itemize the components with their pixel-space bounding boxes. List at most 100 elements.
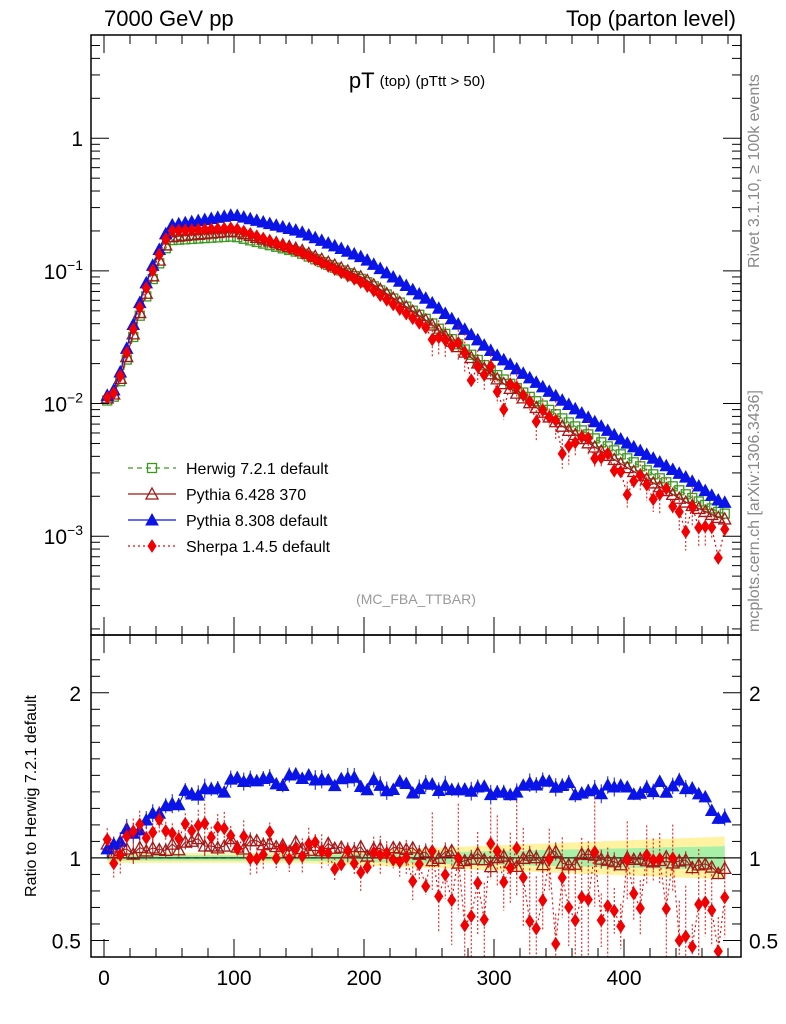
- main-ytick-base: 10: [44, 526, 67, 549]
- main-point-sherpa: [193, 222, 203, 237]
- ratio-point-pythia8: [373, 778, 388, 791]
- ratio-point-pythia6: [145, 840, 160, 854]
- ratio-point-pythia8: [262, 770, 277, 784]
- ratio-point-pythia6: [548, 844, 563, 858]
- ratio-point-sherpa: [473, 876, 483, 890]
- main-point-sherpa: [258, 231, 268, 246]
- ratio-series-sherpa: [102, 797, 730, 957]
- ratio-point-sherpa: [291, 842, 301, 856]
- main-ytick-base: 10: [44, 261, 67, 284]
- ratio-point-sherpa: [174, 831, 184, 846]
- main-point-sherpa: [668, 499, 678, 514]
- main-point-sherpa: [278, 238, 288, 253]
- ratio-ytick-label-left: 1: [69, 848, 81, 871]
- main-point-sherpa: [388, 297, 398, 312]
- main-point-pythia6: [152, 252, 167, 266]
- main-point-sherpa: [622, 487, 632, 502]
- ratio-point-pythia6: [529, 850, 544, 864]
- main-point-pythia6: [672, 490, 687, 504]
- main-point-pythia8: [607, 427, 622, 441]
- main-point-herwig: [680, 489, 691, 500]
- main-point-sherpa: [590, 451, 600, 466]
- main-point-sherpa: [109, 386, 119, 400]
- ratio-point-pythia6: [152, 842, 167, 856]
- legend-marker-pythia6: [144, 486, 160, 500]
- ratio-point-sherpa: [395, 854, 405, 869]
- ratio-point-sherpa: [213, 820, 223, 835]
- main-point-pythia6: [620, 460, 635, 474]
- ratio-xtick-label: 200: [346, 967, 381, 990]
- ratio-point-pythia8: [691, 786, 706, 800]
- ratio-point-sherpa: [505, 861, 515, 876]
- ratio-point-sherpa: [577, 890, 587, 905]
- ratio-point-pythia6: [594, 851, 609, 865]
- ratio-point-pythia6: [165, 836, 180, 850]
- ratio-point-sherpa: [453, 851, 463, 865]
- main-point-sherpa: [187, 223, 197, 237]
- ratio-point-sherpa: [161, 824, 171, 838]
- ratio-point-sherpa: [128, 824, 138, 839]
- main-point-pythia6: [425, 317, 440, 331]
- ratio-point-sherpa: [460, 918, 470, 933]
- ratio-point-sherpa: [187, 823, 197, 838]
- main-point-sherpa: [375, 288, 385, 303]
- main-point-sherpa: [616, 464, 626, 479]
- main-point-sherpa: [557, 446, 567, 461]
- main-point-sherpa: [460, 345, 470, 360]
- main-point-sherpa: [531, 414, 541, 429]
- main-point-pythia6: [158, 237, 173, 251]
- main-point-pythia8: [405, 282, 420, 296]
- ratio-point-sherpa: [356, 865, 366, 880]
- ratio-point-pythia6: [555, 855, 570, 869]
- ratio-point-pythia8: [509, 785, 524, 798]
- ratio-ylabel: Ratio to Herwig 7.2.1 default: [23, 695, 40, 897]
- ratio-point-pythia6: [704, 859, 719, 873]
- ratio-point-sherpa: [720, 890, 730, 905]
- main-point-pythia8: [490, 348, 505, 361]
- main-point-sherpa: [349, 272, 359, 286]
- ratio-point-pythia8: [301, 768, 316, 781]
- ratio-point-sherpa: [551, 936, 561, 951]
- plot-title: pT (top) (pTtt > 50): [349, 68, 485, 93]
- main-point-sherpa: [141, 281, 151, 295]
- ratio-point-sherpa: [278, 841, 288, 856]
- ratio-point-sherpa: [219, 821, 229, 836]
- main-point-sherpa: [479, 368, 489, 382]
- main-point-pythia8: [600, 423, 615, 436]
- main-point-pythia8: [353, 249, 368, 263]
- ratio-point-pythia8: [542, 774, 557, 787]
- ratio-point-pythia6: [249, 833, 264, 847]
- main-point-sherpa: [440, 333, 450, 347]
- main-point-sherpa: [661, 481, 671, 496]
- ratio-series-group: [91, 766, 741, 957]
- ratio-point-sherpa: [700, 895, 710, 910]
- main-point-pythia8: [698, 483, 713, 497]
- ratio-point-sherpa: [265, 825, 275, 839]
- legend-item-sherpa: Sherpa 1.4.5 default: [128, 539, 331, 556]
- ratio-point-sherpa: [525, 914, 535, 929]
- main-point-sherpa: [304, 249, 314, 264]
- ratio-point-pythia6: [204, 838, 219, 852]
- main-point-sherpa: [135, 300, 145, 315]
- ratio-ytick-label-right: 1: [749, 848, 761, 871]
- ratio-point-pythia8: [587, 782, 602, 795]
- ratio-point-pythia6: [509, 859, 524, 873]
- ratio-point-pythia6: [496, 848, 511, 862]
- main-point-sherpa: [239, 224, 249, 239]
- ratio-point-pythia6: [633, 851, 648, 865]
- main-point-sherpa: [180, 223, 190, 238]
- ratio-point-pythia8: [210, 781, 225, 794]
- ratio-point-sherpa: [297, 849, 307, 864]
- ratio-point-pythia8: [399, 776, 414, 790]
- ratio-point-sherpa: [668, 851, 678, 866]
- ratio-point-pythia8: [327, 778, 342, 792]
- ratio-point-pythia6: [217, 838, 232, 852]
- main-point-pythia8: [477, 338, 492, 351]
- ratio-point-pythia6: [119, 841, 134, 855]
- ratio-point-sherpa: [362, 860, 372, 875]
- main-point-pythia8: [529, 375, 544, 388]
- ratio-point-sherpa: [148, 825, 158, 840]
- legend-label-sherpa: Sherpa 1.4.5 default: [186, 539, 331, 556]
- ratio-point-pythia6: [334, 839, 349, 853]
